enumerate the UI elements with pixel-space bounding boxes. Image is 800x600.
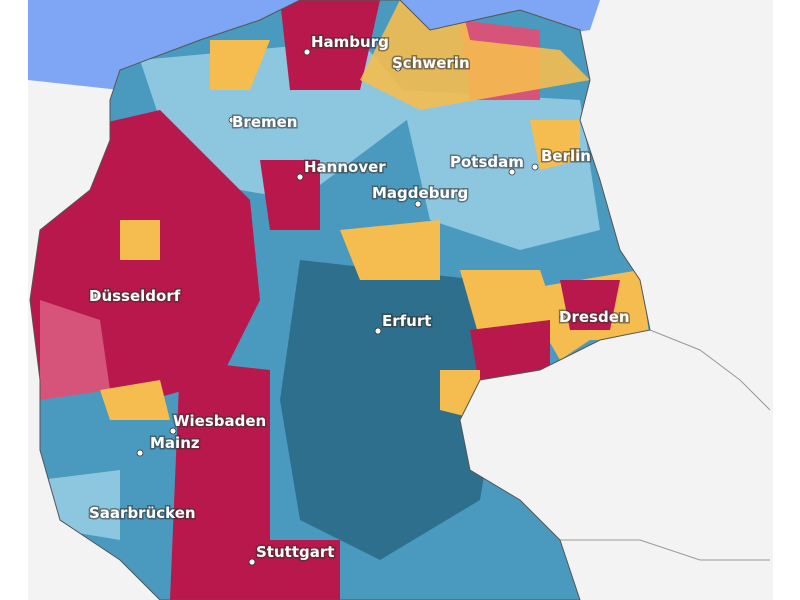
city-dot [169,427,177,435]
city-dot [248,558,256,566]
region [260,160,320,230]
region [360,0,590,110]
city-label: Hannover [304,158,386,176]
city-dot [531,163,539,171]
city-dot [296,173,304,181]
city-label: Wiesbaden [173,412,266,430]
city-label: Stuttgart [256,543,334,561]
region [40,300,110,400]
city-label: Hamburg [311,33,389,51]
region [280,0,380,90]
region [100,380,170,420]
city-label: Saarbrücken [89,504,196,522]
city-dot [91,509,99,517]
region [560,280,620,330]
region [280,260,500,560]
region [340,220,440,280]
city-label: Magdeburg [372,184,468,202]
region [120,220,160,260]
region [170,360,270,600]
city-label: Bremen [232,113,298,131]
city-dot [303,48,311,56]
city-label: Dresden [559,308,630,326]
city-dot [394,64,402,72]
city-label: Potsdam [450,153,524,171]
city-label: Mainz [150,434,200,452]
city-dot [559,313,567,321]
city-label: Schwerin [392,54,470,72]
region [270,540,340,600]
city-dot [136,449,144,457]
city-dot [414,200,422,208]
city-dot [374,327,382,335]
city-dot [91,292,99,300]
region [530,120,580,170]
city-dot [228,116,236,124]
city-label: Düsseldorf [89,287,181,305]
city-label: Berlin [541,147,591,165]
country-border [29,0,651,600]
city-label: Erfurt [382,312,431,330]
city-dot [508,168,516,176]
region [210,40,270,90]
neighbor-border [560,329,771,561]
